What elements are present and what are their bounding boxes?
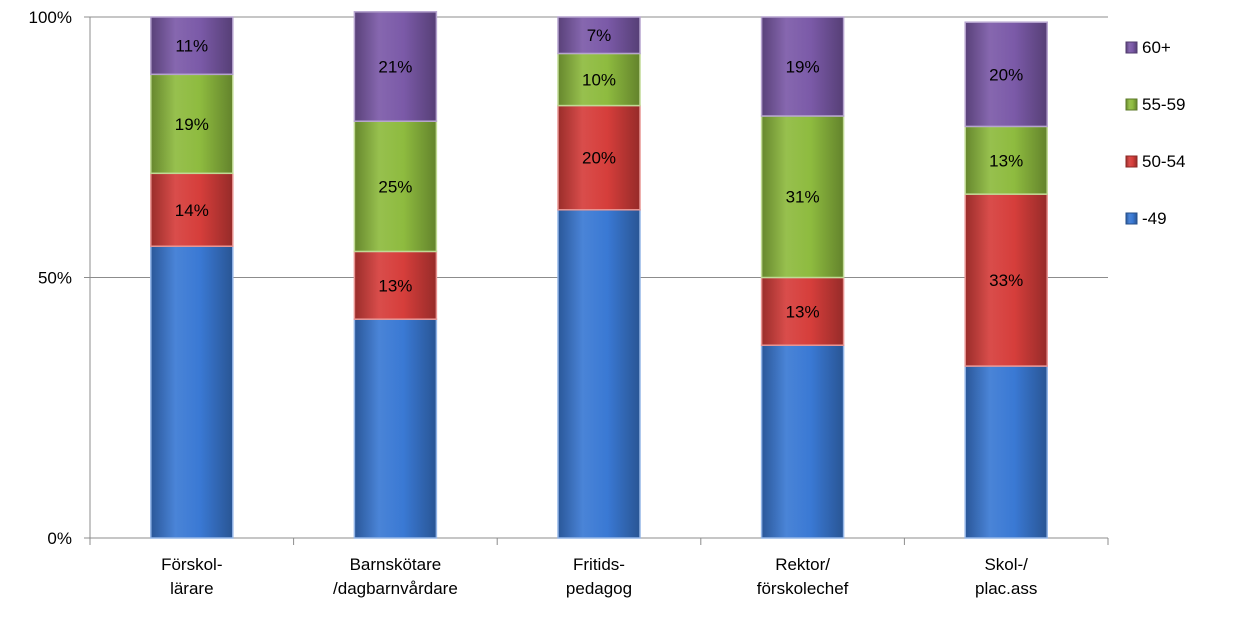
bar-segment <box>760 115 845 279</box>
category-label: lärare <box>170 579 213 598</box>
y-tick-label: 50% <box>38 269 72 288</box>
data-label: 25% <box>378 177 412 196</box>
data-labels: 14% 19% 11% 13% 25% 21% 20% 10% 7% 13% 31% 19% 33% 13… <box>175 26 1023 321</box>
bar-segment <box>760 276 845 346</box>
data-label: 14% <box>175 201 209 220</box>
category-label: plac.ass <box>975 579 1037 598</box>
data-label: 10% <box>582 71 616 90</box>
data-label: 13% <box>378 276 412 295</box>
y-tick-label: 0% <box>47 529 72 548</box>
bar-segment <box>964 125 1048 195</box>
legend-swatch <box>1125 212 1138 225</box>
bars <box>150 11 1048 539</box>
category-label: Rektor/ <box>775 555 830 574</box>
legend-label: -49 <box>1142 209 1167 228</box>
legend-label: 50-54 <box>1142 152 1185 171</box>
bar-segment <box>760 16 845 117</box>
bar-segment <box>353 120 438 253</box>
category-label: pedagog <box>566 579 632 598</box>
category-label: Barnskötare <box>350 555 442 574</box>
bar-segment <box>760 344 845 539</box>
bar-segment <box>353 318 438 539</box>
bar-segment <box>557 209 641 539</box>
bar-segment <box>964 193 1048 367</box>
data-label: 19% <box>786 57 820 76</box>
category-label: /dagbarnvårdare <box>333 579 458 598</box>
legend-item: 50-54 <box>1125 152 1185 171</box>
bar-segment <box>964 21 1048 128</box>
legend-swatch <box>1125 155 1138 168</box>
data-label: 21% <box>378 57 412 76</box>
data-label: 20% <box>582 149 616 168</box>
legend-swatch <box>1125 98 1138 111</box>
legend-swatch <box>1125 41 1138 54</box>
legend-item: 55-59 <box>1125 95 1185 114</box>
bar-segment <box>150 172 234 247</box>
bar-segment <box>557 104 641 211</box>
bar-segment <box>150 73 234 175</box>
category-label: Fritids- <box>573 555 625 574</box>
legend-label: 55-59 <box>1142 95 1185 114</box>
y-tick-labels: 0% 50% 100% <box>29 8 72 548</box>
bar-segment <box>150 16 234 76</box>
legend: 60+ 55-59 50-54 -49 <box>1125 38 1185 228</box>
bar-segment <box>557 16 641 55</box>
data-label: 13% <box>786 302 820 321</box>
data-label: 7% <box>587 26 612 45</box>
bar-segment <box>353 11 438 122</box>
legend-item: -49 <box>1125 209 1167 228</box>
data-label: 31% <box>786 188 820 207</box>
data-label: 20% <box>989 65 1023 84</box>
bar-segment <box>150 245 234 539</box>
category-label: förskolechef <box>757 579 849 598</box>
data-label: 19% <box>175 115 209 134</box>
bar-segment <box>353 250 438 320</box>
legend-item: 60+ <box>1125 38 1171 57</box>
data-label: 33% <box>989 271 1023 290</box>
category-label: Förskol- <box>161 555 222 574</box>
bar-segment <box>557 52 641 107</box>
bar-segment <box>964 365 1048 539</box>
category-labels: Förskol-lärare Barnskötare/dagbarnvårdare… <box>161 555 1037 598</box>
data-label: 13% <box>989 151 1023 170</box>
legend-label: 60+ <box>1142 38 1171 57</box>
y-tick-label: 100% <box>29 8 72 27</box>
data-label: 11% <box>175 37 208 56</box>
category-label: Skol-/ <box>984 555 1028 574</box>
